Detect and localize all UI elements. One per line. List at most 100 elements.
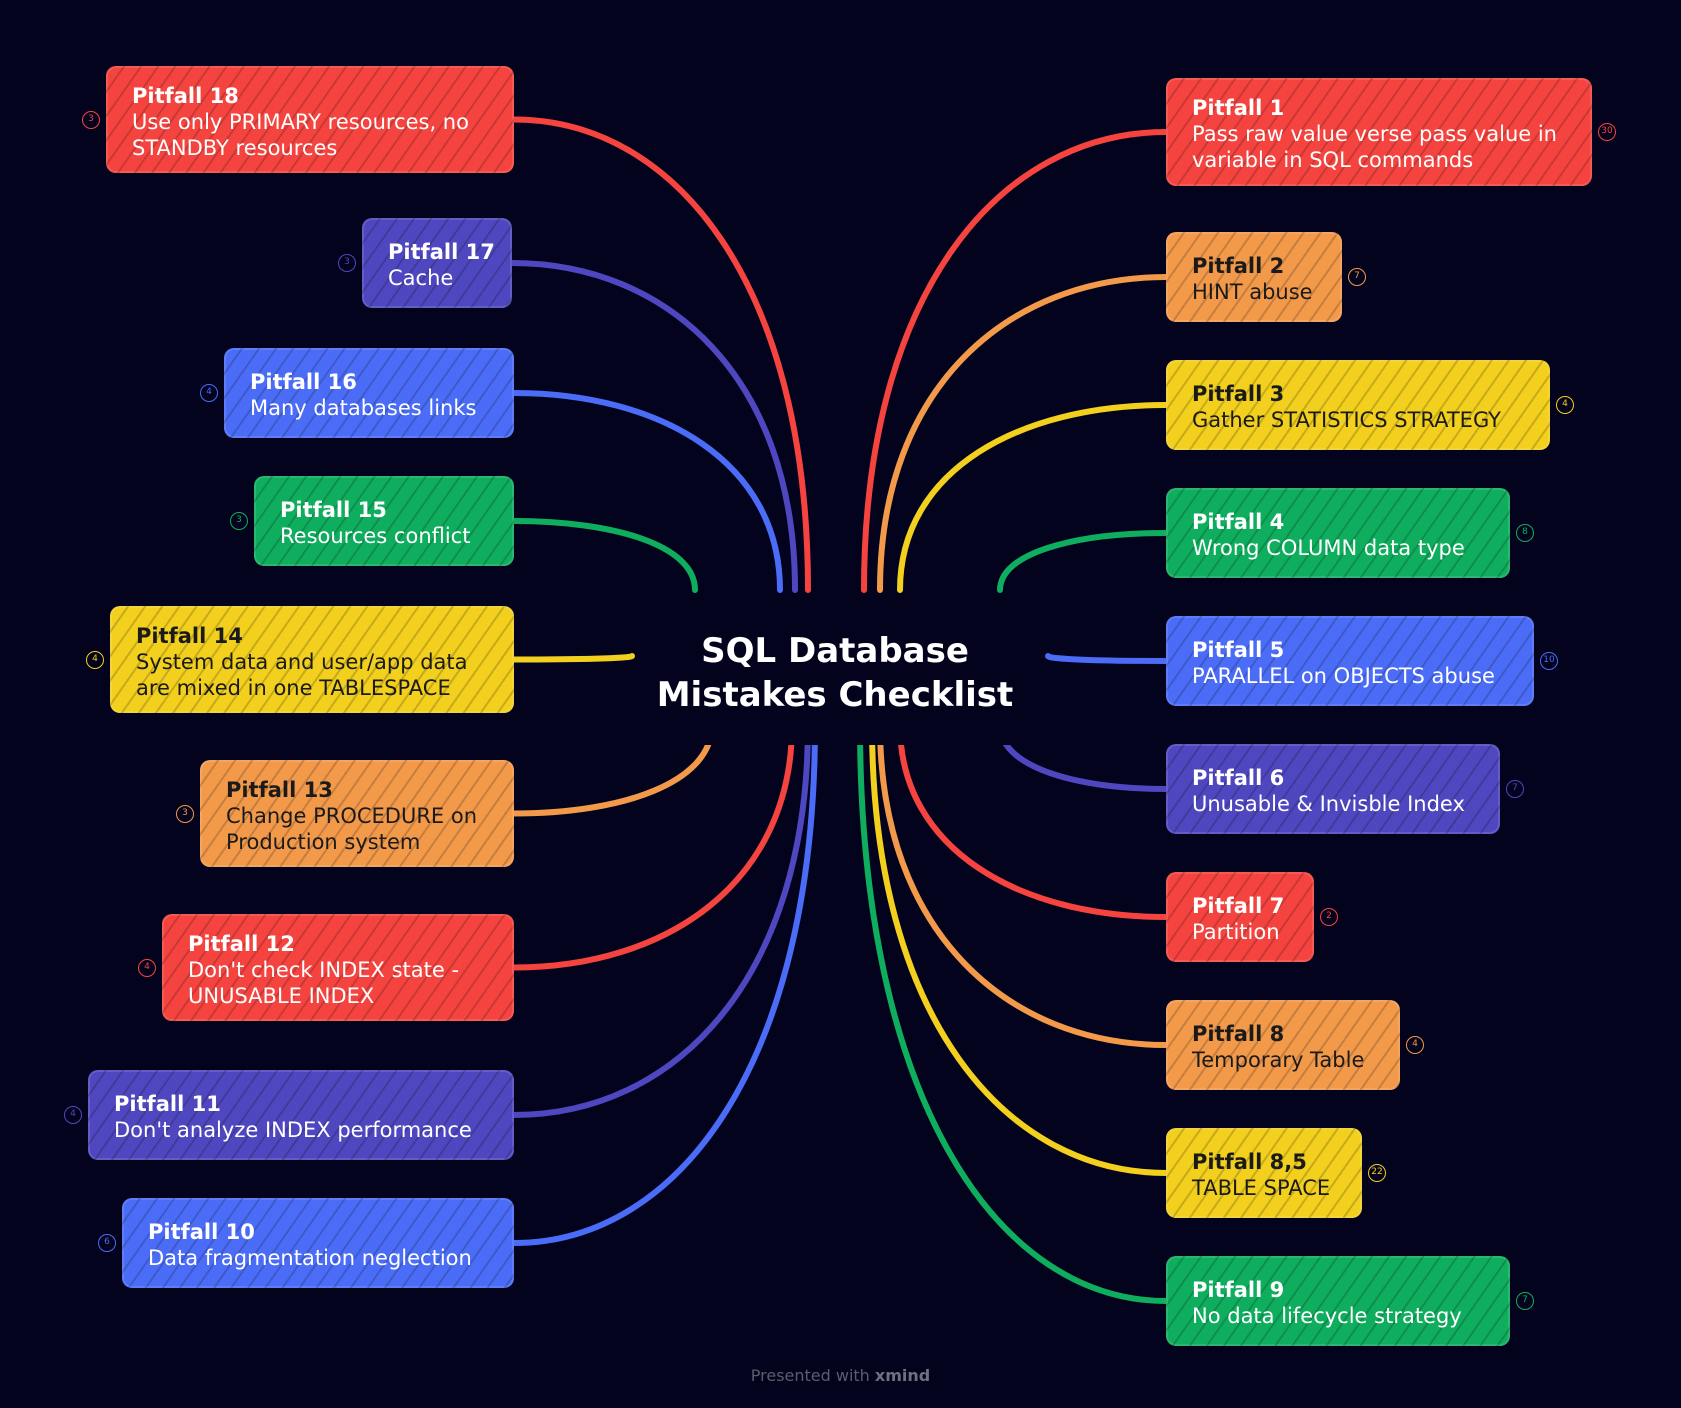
pitfall-number: Pitfall 11 <box>114 1092 221 1116</box>
subtopic-count-badge[interactable]: 7 <box>1348 268 1366 286</box>
pitfall-description: TABLE SPACE <box>1192 1176 1331 1200</box>
pitfall-description: HINT abuse <box>1192 280 1313 304</box>
connector-line <box>861 129 1169 593</box>
pitfall-topic[interactable]: Pitfall 8 Temporary Table <box>1166 1000 1400 1090</box>
subtopic-count-badge[interactable]: 30 <box>1598 123 1616 141</box>
pitfall-number: Pitfall 13 <box>226 777 333 802</box>
pitfall-topic[interactable]: Pitfall 5 PARALLEL on OBJECTS abuse <box>1166 616 1534 706</box>
pitfall-description: Production system <box>226 829 421 854</box>
subtopic-count-badge[interactable]: 3 <box>82 110 100 129</box>
subtopic-count-badge[interactable]: 4 <box>1556 396 1574 414</box>
connector-line <box>511 722 715 817</box>
pitfall-description: Gather STATISTICS STRATEGY <box>1192 408 1502 432</box>
footer-prefix: Presented with <box>750 1366 870 1385</box>
pitfall-description: Partition <box>1192 920 1280 944</box>
connector-line <box>997 530 1169 593</box>
pitfall-number: Pitfall 8 <box>1192 1022 1285 1046</box>
pitfall-topic[interactable]: Pitfall 9 No data lifecycle strategy <box>1166 1256 1510 1346</box>
pitfall-topic[interactable]: Pitfall 1 Pass raw value verse pass value… <box>1166 78 1592 186</box>
pitfall-description: Wrong COLUMN data type <box>1192 536 1465 560</box>
pitfall-description: Cache <box>388 266 454 290</box>
subtopic-count-badge[interactable]: 4 <box>1406 1036 1424 1054</box>
pitfall-description: UNUSABLE INDEX <box>188 983 375 1008</box>
footer-credit: Presented with xmind <box>0 1366 1681 1385</box>
connector-line <box>511 722 811 1118</box>
pitfall-topic[interactable]: Pitfall 14 System data and user/app data a… <box>110 606 514 713</box>
pitfall-number: Pitfall 4 <box>1192 510 1285 534</box>
subtopic-count-badge[interactable]: 3 <box>338 254 356 272</box>
connector-line <box>511 653 635 663</box>
pitfall-description: variable in SQL commands <box>1192 148 1474 172</box>
pitfall-number: Pitfall 14 <box>136 623 243 648</box>
pitfall-number: Pitfall 7 <box>1192 894 1285 918</box>
pitfall-description: Pass raw value verse pass value in <box>1192 122 1557 146</box>
pitfall-number: Pitfall 6 <box>1192 766 1285 790</box>
pitfall-topic[interactable]: Pitfall 12 Don't check INDEX state - UNUSA… <box>162 914 514 1021</box>
pitfall-description: Unusable & Invisble Index <box>1192 792 1465 816</box>
pitfall-description: Don't check INDEX state - <box>188 957 460 982</box>
pitfall-number: Pitfall 1 <box>1192 96 1285 120</box>
pitfall-description: Temporary Table <box>1192 1048 1365 1072</box>
pitfall-topic[interactable]: Pitfall 6 Unusable & Invisble Index <box>1166 744 1500 834</box>
pitfall-description: PARALLEL on OBJECTS abuse <box>1192 664 1495 688</box>
pitfall-topic[interactable]: Pitfall 4 Wrong COLUMN data type <box>1166 488 1510 578</box>
pitfall-number: Pitfall 16 <box>250 370 357 394</box>
subtopic-count-badge[interactable]: 22 <box>1368 1164 1386 1182</box>
subtopic-count-badge[interactable]: 4 <box>86 650 104 669</box>
pitfall-description: STANDBY resources <box>132 135 338 160</box>
pitfall-description: Data fragmentation neglection <box>148 1246 472 1270</box>
pitfall-number: Pitfall 17 <box>388 240 495 264</box>
pitfall-number: Pitfall 5 <box>1192 638 1285 662</box>
central-topic-line-1: SQL Database <box>701 630 969 671</box>
pitfall-description: Resources conflict <box>280 524 471 548</box>
connector-line <box>511 722 795 971</box>
pitfall-description: System data and user/app data <box>136 649 468 674</box>
pitfall-number: Pitfall 18 <box>132 83 239 108</box>
pitfall-topic[interactable]: Pitfall 11 Don't analyze INDEX performanc… <box>88 1070 514 1160</box>
connector-line <box>1045 653 1169 664</box>
pitfall-topic[interactable]: Pitfall 2 HINT abuse <box>1166 232 1342 322</box>
subtopic-count-badge[interactable]: 8 <box>1516 524 1534 542</box>
subtopic-count-badge[interactable]: 6 <box>98 1234 116 1252</box>
subtopic-count-badge[interactable]: 10 <box>1540 652 1558 670</box>
connector-line <box>897 722 1169 920</box>
pitfall-description: Many databases links <box>250 396 477 420</box>
subtopic-count-badge[interactable]: 4 <box>138 958 156 977</box>
pitfall-topic[interactable]: Pitfall 13 Change PROCEDURE on Production … <box>200 760 514 867</box>
pitfall-topic[interactable]: Pitfall 10 Data fragmentation neglection <box>122 1198 514 1288</box>
pitfall-number: Pitfall 10 <box>148 1220 255 1244</box>
pitfall-description: Use only PRIMARY resources, no <box>132 109 469 134</box>
pitfall-topic[interactable]: Pitfall 18 Use only PRIMARY resources, no… <box>106 66 514 173</box>
pitfall-description: No data lifecycle strategy <box>1192 1304 1462 1328</box>
pitfall-number: Pitfall 2 <box>1192 254 1285 278</box>
pitfall-number: Pitfall 15 <box>280 498 387 522</box>
pitfall-topic[interactable]: Pitfall 3 Gather STATISTICS STRATEGY <box>1166 360 1550 450</box>
pitfall-number: Pitfall 9 <box>1192 1278 1285 1302</box>
subtopic-count-badge[interactable]: 7 <box>1516 1292 1534 1310</box>
subtopic-count-badge[interactable]: 3 <box>176 804 194 823</box>
pitfall-description: Change PROCEDURE on <box>226 803 478 828</box>
pitfall-topic[interactable]: Pitfall 15 Resources conflict <box>254 476 514 566</box>
pitfall-number: Pitfall 12 <box>188 931 295 956</box>
connector-line <box>857 722 1169 1304</box>
connector-line <box>877 722 1169 1048</box>
subtopic-count-badge[interactable]: 7 <box>1506 780 1524 798</box>
pitfall-topic[interactable]: Pitfall 7 Partition <box>1166 872 1314 962</box>
pitfall-description: Don't analyze INDEX performance <box>114 1118 472 1142</box>
pitfall-number: Pitfall 8,5 <box>1192 1150 1307 1174</box>
subtopic-count-badge[interactable]: 4 <box>200 384 218 402</box>
subtopic-count-badge[interactable]: 2 <box>1320 908 1338 926</box>
connector-line <box>511 116 811 593</box>
pitfall-topic[interactable]: Pitfall 16 Many databases links <box>224 348 514 438</box>
subtopic-count-badge[interactable]: 3 <box>230 512 248 530</box>
footer-brand: xmind <box>874 1366 931 1385</box>
subtopic-count-badge[interactable]: 4 <box>64 1106 82 1124</box>
central-topic[interactable]: SQL Database Mistakes Checklist <box>635 600 1035 745</box>
connector-line <box>869 722 1169 1176</box>
pitfall-topic[interactable]: Pitfall 8,5 TABLE SPACE <box>1166 1128 1362 1218</box>
pitfall-number: Pitfall 3 <box>1192 382 1285 406</box>
connector-line <box>509 260 798 593</box>
pitfall-topic[interactable]: Pitfall 17 Cache <box>362 218 512 308</box>
connector-line <box>897 402 1169 593</box>
